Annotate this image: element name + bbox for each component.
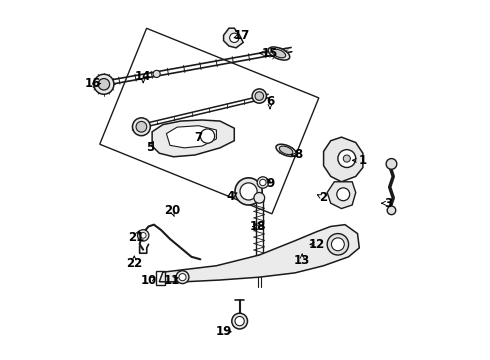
Circle shape: [132, 118, 150, 136]
Circle shape: [140, 233, 146, 238]
Circle shape: [260, 179, 266, 186]
Polygon shape: [167, 126, 217, 148]
Circle shape: [257, 177, 269, 188]
Circle shape: [338, 150, 356, 167]
Text: 14: 14: [135, 70, 151, 83]
Circle shape: [254, 193, 265, 203]
Text: 16: 16: [85, 77, 101, 90]
Circle shape: [387, 206, 396, 215]
Ellipse shape: [268, 47, 290, 60]
Ellipse shape: [279, 146, 293, 154]
Circle shape: [331, 238, 344, 251]
Circle shape: [176, 271, 189, 284]
Text: 18: 18: [249, 220, 266, 233]
Text: 15: 15: [262, 47, 278, 60]
Circle shape: [232, 313, 247, 329]
Circle shape: [136, 121, 147, 132]
Ellipse shape: [272, 49, 286, 58]
Circle shape: [327, 234, 348, 255]
Text: 6: 6: [266, 95, 274, 108]
Polygon shape: [159, 225, 359, 282]
Text: 8: 8: [294, 148, 303, 162]
Text: 7: 7: [195, 131, 203, 144]
Text: 3: 3: [384, 197, 392, 210]
Circle shape: [255, 92, 264, 100]
Circle shape: [240, 183, 257, 200]
Circle shape: [138, 230, 149, 241]
Circle shape: [230, 33, 239, 42]
Text: 10: 10: [141, 274, 157, 287]
Circle shape: [386, 158, 397, 169]
Circle shape: [235, 178, 262, 205]
Text: 5: 5: [146, 141, 154, 154]
Ellipse shape: [276, 144, 296, 157]
Text: 21: 21: [128, 231, 144, 244]
Circle shape: [94, 74, 114, 94]
Text: 12: 12: [308, 238, 324, 251]
Polygon shape: [152, 120, 234, 157]
Text: 17: 17: [233, 29, 249, 42]
Polygon shape: [223, 28, 243, 48]
Circle shape: [153, 70, 160, 77]
Text: 19: 19: [216, 325, 232, 338]
Text: 11: 11: [164, 274, 180, 287]
Polygon shape: [323, 137, 363, 182]
Text: 2: 2: [319, 192, 328, 204]
Polygon shape: [327, 182, 356, 208]
Text: 20: 20: [164, 204, 180, 217]
Circle shape: [343, 155, 350, 162]
Circle shape: [179, 274, 186, 281]
Circle shape: [337, 188, 350, 201]
Circle shape: [252, 89, 267, 103]
Circle shape: [301, 241, 311, 251]
Text: 22: 22: [126, 257, 143, 270]
Circle shape: [235, 316, 245, 326]
Circle shape: [297, 238, 314, 255]
Circle shape: [200, 129, 215, 143]
Text: 1: 1: [359, 154, 367, 167]
Text: 13: 13: [294, 254, 310, 267]
Circle shape: [98, 78, 110, 90]
Text: 9: 9: [266, 177, 274, 190]
Text: 4: 4: [226, 190, 235, 203]
